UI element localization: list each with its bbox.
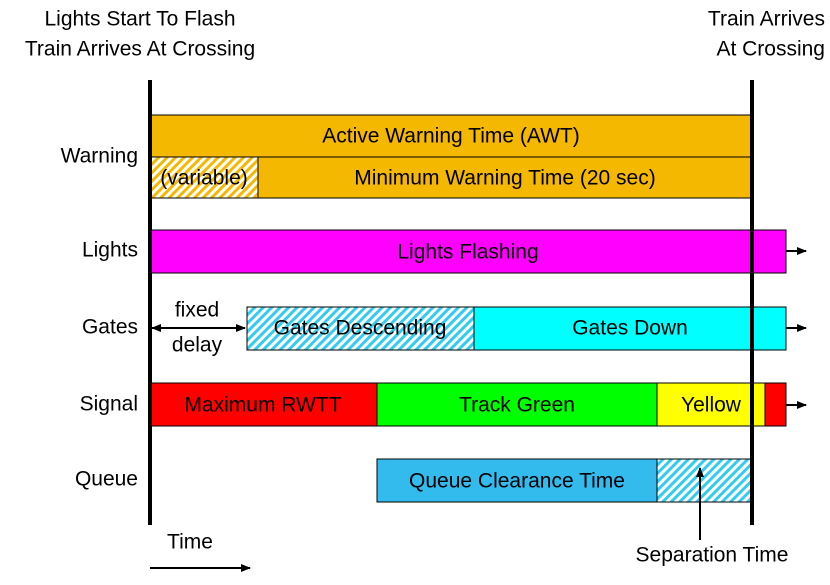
- row-label: Queue: [75, 468, 138, 491]
- header-right-2: At Crossing: [716, 38, 825, 61]
- header-right-1: Train Arrives: [708, 8, 825, 31]
- bar-label: Gates Descending: [274, 317, 447, 340]
- row-label: Gates: [82, 316, 138, 339]
- bar-label: Lights Flashing: [397, 241, 538, 264]
- bar-label: Queue Clearance Time: [409, 470, 625, 493]
- down-bar: [473, 306, 787, 351]
- bar-label: Yellow: [681, 394, 742, 417]
- header-left-2: Train Arrives At Crossing: [25, 38, 255, 61]
- bar-label: Track Green: [459, 394, 575, 417]
- rwtt-bar: [149, 382, 378, 427]
- variable-bar: [149, 156, 259, 199]
- bar-label: Maximum RWTT: [184, 394, 341, 417]
- row-label: Lights: [82, 239, 138, 262]
- queue-bar: [376, 458, 658, 503]
- yellow-bar: [656, 382, 766, 427]
- red-bar: [764, 382, 787, 427]
- row-label: Signal: [80, 393, 138, 416]
- separation-label: Separation Time: [636, 544, 789, 567]
- bar-label: Gates Down: [572, 317, 688, 340]
- note: delay: [172, 334, 223, 357]
- mwt-bar: [257, 156, 753, 199]
- green-bar: [376, 382, 658, 427]
- header-left-1: Lights Start To Flash: [44, 8, 235, 31]
- row-label: Warning: [61, 145, 138, 168]
- bar-label: (variable): [160, 167, 248, 190]
- separation-bar: [656, 458, 753, 503]
- note: fixed: [175, 299, 219, 322]
- awt-bar: [149, 114, 753, 158]
- lights-bar: [149, 229, 787, 274]
- time-label: Time: [167, 531, 213, 554]
- bar-label: Minimum Warning Time (20 sec): [354, 167, 655, 190]
- bar-label: Active Warning Time (AWT): [322, 125, 579, 148]
